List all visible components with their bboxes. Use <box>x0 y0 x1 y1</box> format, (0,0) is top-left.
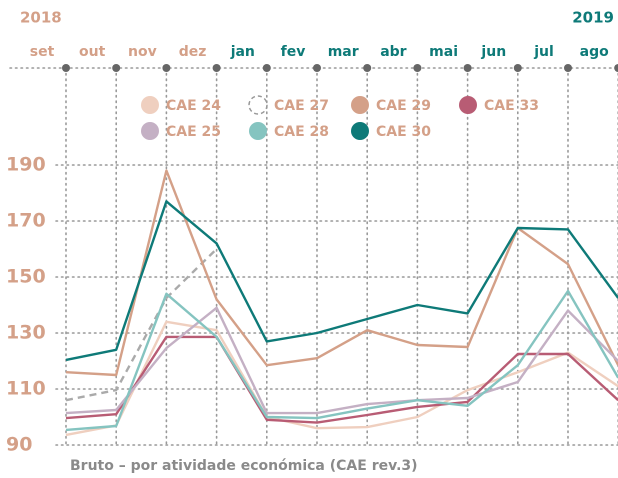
x-tick-label: ago <box>580 44 609 60</box>
x-tick-label: nov <box>128 44 157 60</box>
axis-dot <box>212 64 221 72</box>
legend-label: CAE 25 <box>166 124 221 140</box>
series-line <box>65 306 618 415</box>
series-line <box>65 248 218 402</box>
legend-label: CAE 28 <box>274 124 329 140</box>
x-tick-label: mai <box>429 44 458 60</box>
y-tick-label: 190 <box>6 154 46 176</box>
axis-dot <box>62 64 70 72</box>
x-tick-label: mar <box>328 44 359 60</box>
legend-swatch <box>351 122 369 140</box>
x-tick-label: jun <box>480 44 506 60</box>
axis-dot <box>313 64 321 72</box>
axis-dot <box>112 64 121 72</box>
series-line <box>65 169 618 377</box>
legend-label: CAE 24 <box>166 98 221 114</box>
legend-swatch <box>249 122 267 140</box>
legend-label: CAE 27 <box>274 98 329 114</box>
legend-swatch <box>459 96 477 114</box>
legend-swatch <box>248 95 268 115</box>
y-tick-label: 110 <box>6 378 46 400</box>
axis-dot <box>463 64 472 72</box>
x-tick-label: set <box>30 44 55 60</box>
axis-dot <box>614 64 618 72</box>
axis-dot <box>262 64 271 72</box>
year-label: 2018 <box>20 9 62 27</box>
y-tick-label: 170 <box>6 210 46 232</box>
y-tick-label: 150 <box>6 266 46 288</box>
x-tick-label: jan <box>230 44 255 60</box>
series-line <box>65 289 618 432</box>
legend-swatch <box>141 122 159 140</box>
legend-swatch <box>351 96 369 114</box>
legend-label: CAE 30 <box>376 124 431 140</box>
x-tick-label: fev <box>281 44 306 60</box>
series-line <box>65 200 618 362</box>
axis-dot <box>363 64 372 72</box>
legend-label: CAE 33 <box>484 98 539 114</box>
y-tick-label: 90 <box>6 434 32 456</box>
footnote: Bruto – por atividade económica (CAE rev… <box>70 458 418 474</box>
x-tick-label: abr <box>380 44 406 60</box>
axis-dot <box>413 64 422 72</box>
axis-dot <box>513 64 522 72</box>
year-label: 2019 <box>572 9 614 27</box>
axis-dot <box>564 64 572 72</box>
legend-label: CAE 29 <box>376 98 431 114</box>
legend-swatch <box>141 96 159 114</box>
y-tick-label: 130 <box>6 322 46 344</box>
x-tick-label: dez <box>179 44 207 60</box>
x-tick-label: out <box>79 44 106 60</box>
x-tick-label: jul <box>533 44 554 60</box>
axis-dot <box>162 64 171 72</box>
